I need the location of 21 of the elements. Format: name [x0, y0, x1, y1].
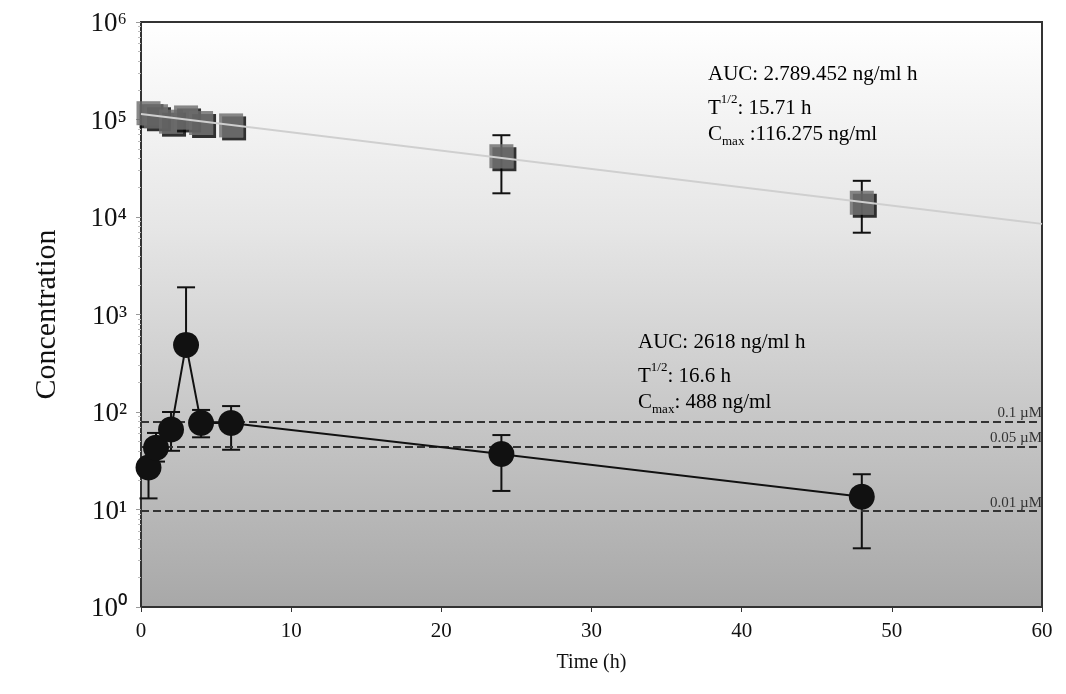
- x-tick-label: 50: [881, 617, 903, 642]
- y-tick-label: 10⁰: [91, 592, 127, 622]
- y-tick-label: 10⁴: [90, 202, 127, 232]
- annotation: AUC: 2618 ng/ml h: [638, 328, 806, 353]
- x-tick-label: 30: [581, 617, 602, 642]
- y-tick-label: 10⁵: [90, 104, 127, 135]
- ref-line-label: 0.05 µM: [990, 429, 1042, 446]
- y-tick-label: 10²: [91, 397, 127, 427]
- y-tick-label: 10⁶: [90, 7, 127, 37]
- x-tick-label: 0: [135, 617, 147, 642]
- x-axis-title: Time (h): [556, 650, 627, 673]
- x-tick-label: 10: [280, 617, 302, 642]
- x-tick-label: 40: [731, 617, 753, 642]
- x-tick-label: 60: [1031, 617, 1053, 642]
- y-axis-title: Concentration: [27, 229, 61, 400]
- x-tick-label: 20: [430, 617, 452, 642]
- ref-line-label: 0.1 µM: [997, 403, 1042, 420]
- y-tick-label: 10³: [91, 299, 127, 330]
- y-tick-label: 10¹: [91, 494, 127, 525]
- annotation: AUC: 2.789.452 ng/ml h: [708, 60, 918, 85]
- ref-line-label: 0.01 µM: [990, 493, 1042, 510]
